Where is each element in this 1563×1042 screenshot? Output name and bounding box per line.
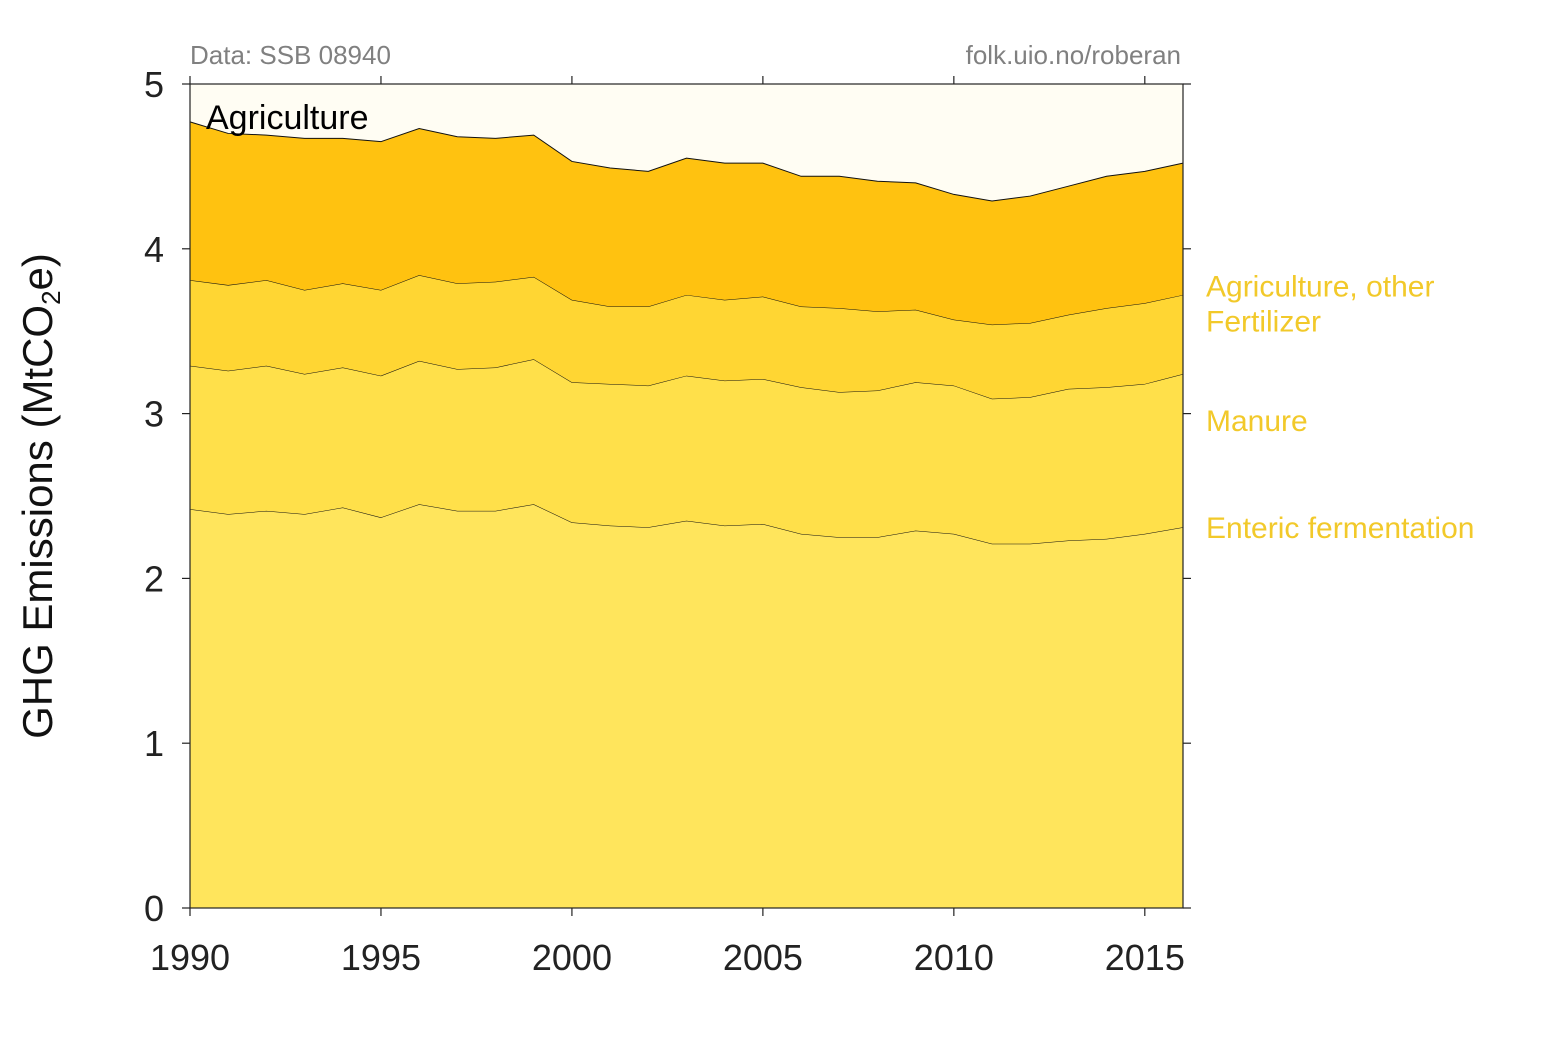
y-tick-label: 1 <box>144 723 164 764</box>
series-label: Enteric fermentation <box>1206 512 1474 545</box>
y-axis-label: GHG Emissions (MtCO2e) <box>14 253 66 739</box>
y-axis-label-end: e) <box>14 253 61 290</box>
source-note: Data: SSB 08940 <box>190 40 391 70</box>
x-tick-label: 2000 <box>532 937 612 978</box>
area-agriculture-other <box>190 121 1183 325</box>
y-axis-label-main: GHG Emissions (MtCO <box>14 305 61 739</box>
series-label: Agriculture, other <box>1206 271 1434 304</box>
y-tick-label: 3 <box>144 394 164 435</box>
credit-note: folk.uio.no/roberan <box>966 40 1181 70</box>
area-manure <box>190 359 1183 544</box>
series-areas <box>189 121 1184 908</box>
y-tick-label: 2 <box>144 558 164 599</box>
chart-title: Agriculture <box>206 99 369 137</box>
area-fertilizer <box>190 275 1183 399</box>
series-label: Fertilizer <box>1206 305 1321 338</box>
axis-ticks: 1990 1995 2000 2005 2010 2015 0 1 2 3 4 5 <box>144 64 1191 978</box>
series-labels: Enteric fermentation Manure FertilizerAgri… <box>1206 271 1474 545</box>
plot-frame <box>189 83 1184 909</box>
x-tick-label: 2010 <box>914 937 994 978</box>
series-boundary-line <box>189 121 1184 202</box>
area-enteric-fermentation <box>190 504 1183 908</box>
y-axis-label-subscript: 2 <box>36 290 66 304</box>
y-tick-label: 4 <box>144 229 164 270</box>
series-label: Manure <box>1206 405 1308 438</box>
x-tick-label: 2005 <box>723 937 803 978</box>
x-tick-label: 2015 <box>1105 937 1185 978</box>
x-tick-label: 1990 <box>150 937 230 978</box>
x-tick-label: 1995 <box>341 937 421 978</box>
y-tick-label: 0 <box>144 888 164 929</box>
y-tick-label: 5 <box>144 64 164 105</box>
